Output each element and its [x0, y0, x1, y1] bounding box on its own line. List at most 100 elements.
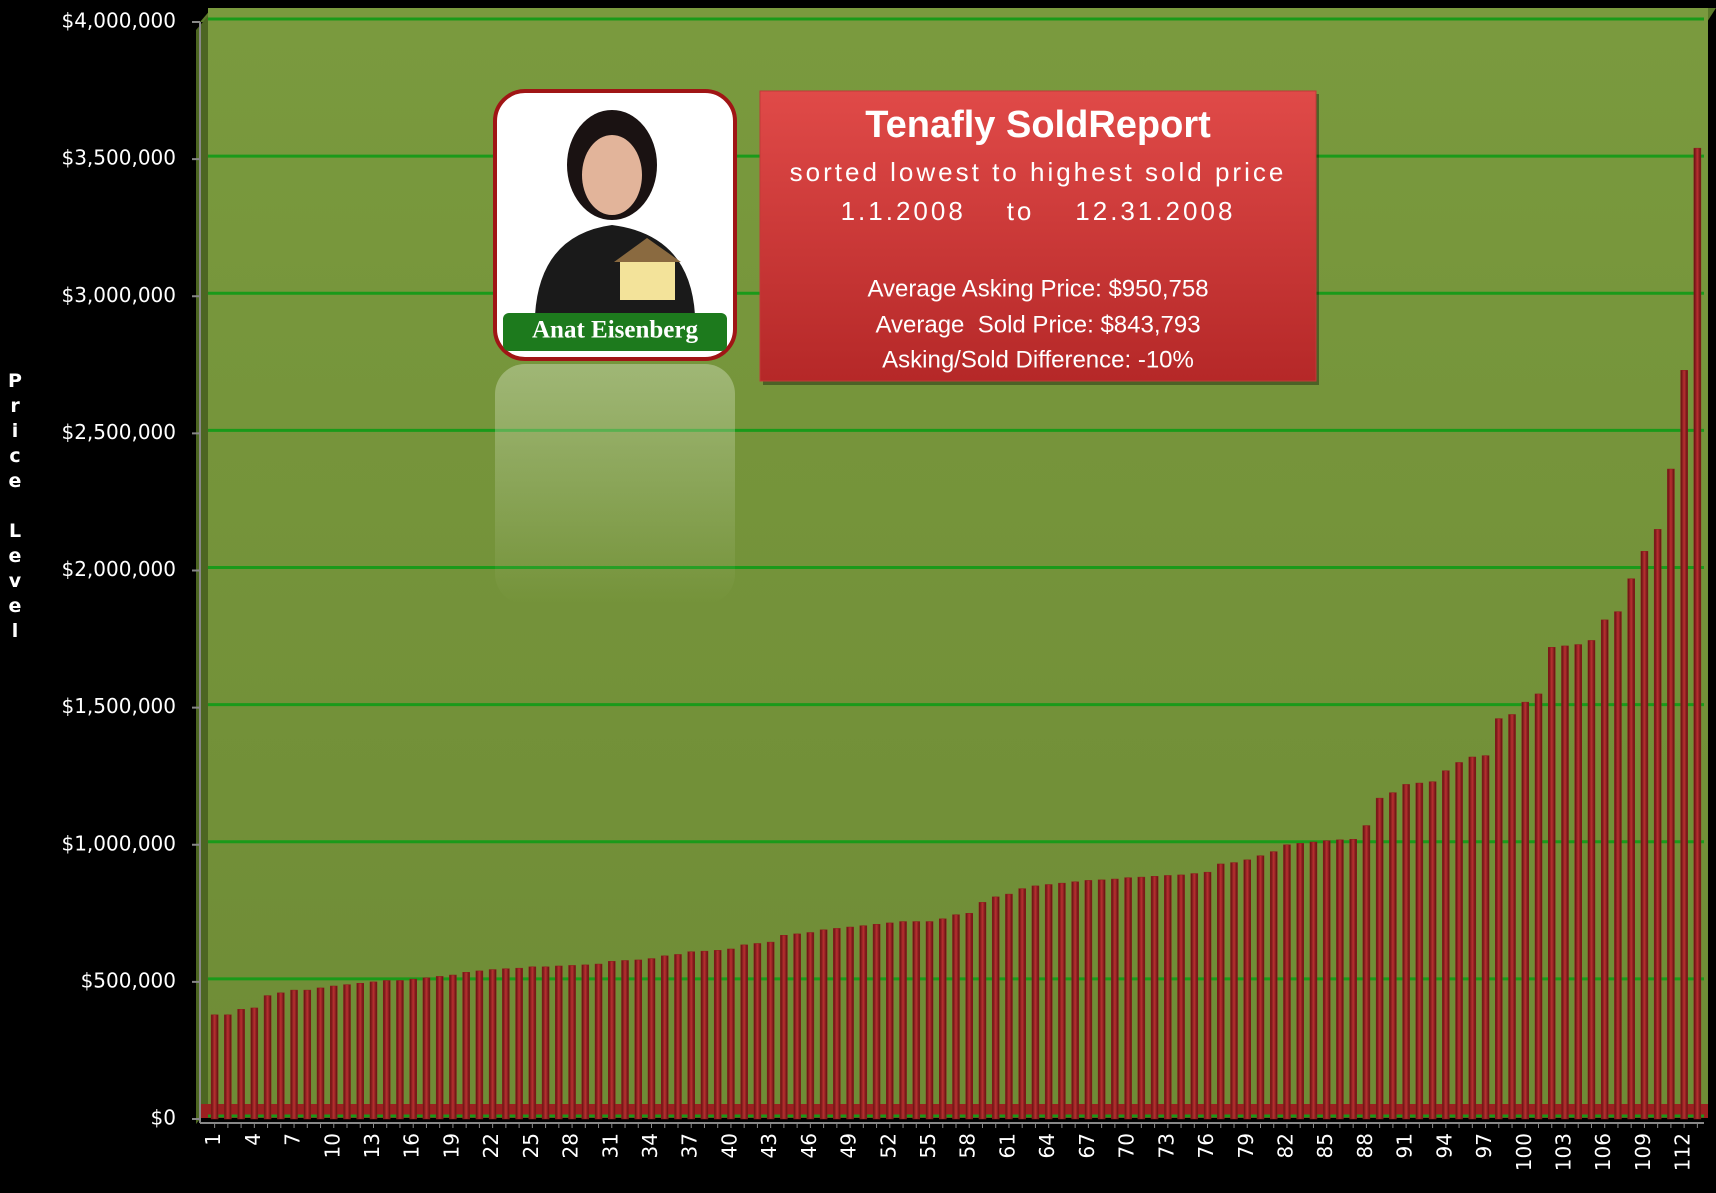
bar — [900, 922, 907, 1119]
bar — [1509, 714, 1516, 1119]
bar — [1654, 529, 1661, 1119]
bar — [966, 913, 973, 1119]
y-tick-label: $2,500,000 — [61, 420, 176, 444]
bar — [833, 928, 840, 1119]
y-tick-label: $2,000,000 — [61, 557, 176, 581]
bar — [489, 970, 496, 1119]
bar — [1588, 640, 1595, 1119]
x-tick-label: 82 — [1273, 1133, 1297, 1158]
bar — [1495, 719, 1502, 1119]
bar — [1244, 860, 1251, 1119]
x-tick-label: 79 — [1234, 1133, 1258, 1158]
bar — [754, 943, 761, 1119]
bar — [410, 979, 417, 1119]
bar — [1522, 702, 1529, 1119]
bar — [926, 922, 933, 1119]
bar — [780, 935, 787, 1119]
x-tick-label: 40 — [717, 1133, 741, 1158]
bar — [1297, 843, 1304, 1119]
x-tick-label: 55 — [916, 1133, 940, 1158]
bar — [330, 986, 337, 1119]
bar — [370, 982, 377, 1119]
photo-face — [582, 135, 642, 215]
x-tick-label: 100 — [1512, 1133, 1536, 1171]
bar — [1389, 793, 1396, 1119]
bar — [913, 922, 920, 1119]
bar — [886, 923, 893, 1119]
bar — [820, 930, 827, 1119]
bar — [1403, 784, 1410, 1119]
bar — [1350, 839, 1357, 1119]
bar — [595, 964, 602, 1119]
x-tick-label: 70 — [1115, 1133, 1139, 1158]
bar — [1694, 148, 1701, 1119]
bar — [1191, 874, 1198, 1119]
bar — [608, 961, 615, 1119]
bar — [953, 915, 960, 1119]
x-tick-label: 109 — [1631, 1133, 1655, 1171]
info-line: Average Sold Price: $843,793 — [875, 311, 1200, 338]
bar — [661, 956, 668, 1119]
bar — [542, 967, 549, 1119]
photo-house — [620, 260, 675, 300]
bar — [1376, 798, 1383, 1119]
bar — [211, 1015, 218, 1119]
bar — [1456, 762, 1463, 1119]
x-tick-label: 76 — [1194, 1133, 1218, 1158]
bar — [741, 945, 748, 1119]
bar — [1111, 879, 1118, 1119]
bar — [1058, 883, 1065, 1119]
x-tick-label: 112 — [1671, 1133, 1695, 1171]
x-tick-label: 34 — [638, 1133, 662, 1158]
bar — [1310, 842, 1317, 1119]
bar — [1628, 579, 1635, 1119]
bar — [1548, 647, 1555, 1119]
bar — [1614, 612, 1621, 1119]
bar — [674, 954, 681, 1119]
bar — [794, 934, 801, 1119]
bar — [1045, 885, 1052, 1119]
bar — [1416, 783, 1423, 1119]
x-tick-label: 85 — [1313, 1133, 1337, 1158]
y-tick-label: $0 — [151, 1106, 176, 1130]
bar — [1151, 876, 1158, 1119]
bar — [873, 924, 880, 1119]
bar — [1178, 875, 1185, 1119]
bar — [436, 976, 443, 1119]
bar — [1667, 469, 1674, 1119]
x-tick-label: 46 — [797, 1133, 821, 1158]
bar — [635, 960, 642, 1119]
bar — [251, 1008, 258, 1119]
y-tick-label: $4,000,000 — [61, 9, 176, 33]
bar — [939, 919, 946, 1119]
y-tick-label: $1,000,000 — [61, 831, 176, 855]
bar — [1442, 771, 1449, 1119]
info-line: Asking/Sold Difference: -10% — [882, 346, 1194, 373]
bar — [727, 949, 734, 1119]
x-tick-label: 4 — [241, 1133, 265, 1146]
bar — [224, 1015, 231, 1119]
bar — [516, 968, 523, 1119]
x-tick-label: 94 — [1432, 1133, 1456, 1158]
x-tick-label: 13 — [360, 1133, 384, 1158]
bar — [396, 981, 403, 1119]
bar — [648, 959, 655, 1119]
x-tick-label: 97 — [1472, 1133, 1496, 1158]
bar — [317, 988, 324, 1119]
bar — [277, 993, 284, 1119]
bar — [238, 1009, 245, 1119]
bar — [357, 983, 364, 1119]
info-dates: 1.1.2008 to 12.31.2008 — [841, 196, 1236, 226]
bar — [1283, 845, 1290, 1119]
x-tick-label: 37 — [678, 1133, 702, 1158]
bar — [979, 902, 986, 1119]
info-line: Average Asking Price: $950,758 — [867, 275, 1208, 302]
x-tick-label: 103 — [1551, 1133, 1575, 1171]
bar — [383, 981, 390, 1119]
bar — [807, 933, 814, 1119]
bar — [1125, 878, 1132, 1119]
x-tick-label: 25 — [519, 1133, 543, 1158]
x-tick-label: 61 — [995, 1133, 1019, 1158]
y-tick-label: $1,500,000 — [61, 694, 176, 718]
bar — [1270, 852, 1277, 1119]
